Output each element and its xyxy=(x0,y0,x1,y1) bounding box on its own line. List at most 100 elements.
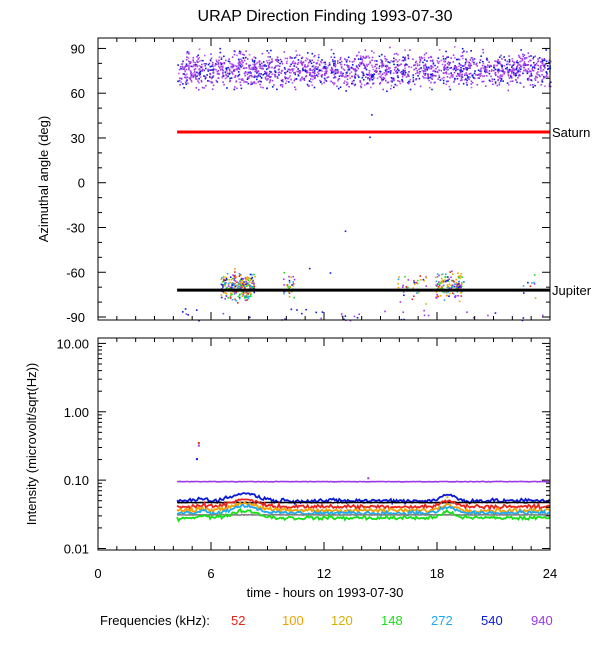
direction-point xyxy=(242,284,245,286)
direction-point xyxy=(209,73,211,76)
direction-point xyxy=(231,71,233,73)
direction-point xyxy=(543,58,546,60)
direction-point xyxy=(201,63,203,66)
direction-point xyxy=(522,64,525,66)
direction-point xyxy=(435,276,437,279)
x-tick-label: 18 xyxy=(430,566,444,581)
direction-point xyxy=(466,311,468,313)
direction-point xyxy=(218,65,220,68)
direction-point xyxy=(198,68,200,71)
direction-point xyxy=(541,58,543,61)
direction-point xyxy=(246,299,248,301)
direction-point xyxy=(239,51,242,53)
direction-point xyxy=(268,63,271,65)
direction-point xyxy=(320,74,323,77)
direction-point xyxy=(242,293,245,296)
direction-point xyxy=(285,62,288,64)
direction-point xyxy=(317,71,319,74)
direction-point xyxy=(402,311,405,314)
direction-point xyxy=(402,291,405,293)
direction-point xyxy=(448,64,450,66)
direction-point xyxy=(362,78,365,81)
direction-point xyxy=(496,75,499,78)
direction-point xyxy=(421,69,424,72)
direction-point xyxy=(230,65,233,68)
direction-point xyxy=(342,68,345,70)
direction-point xyxy=(383,77,386,80)
direction-point xyxy=(450,66,453,69)
direction-point xyxy=(372,82,375,85)
direction-point xyxy=(485,71,488,73)
direction-point xyxy=(351,75,354,78)
direction-point xyxy=(449,88,452,91)
direction-point xyxy=(295,66,298,69)
direction-point xyxy=(393,53,396,55)
direction-point xyxy=(497,79,499,82)
direction-point xyxy=(402,56,404,59)
direction-point xyxy=(457,287,460,289)
direction-point xyxy=(517,62,519,64)
direction-point xyxy=(207,63,210,66)
direction-point xyxy=(503,56,505,58)
direction-point xyxy=(452,68,455,71)
direction-point xyxy=(268,81,271,84)
direction-point xyxy=(274,59,277,61)
direction-point xyxy=(389,87,392,90)
direction-point xyxy=(279,84,282,87)
direction-point xyxy=(336,69,339,71)
direction-point xyxy=(535,75,537,78)
direction-point xyxy=(420,278,422,281)
direction-point xyxy=(514,75,517,77)
direction-point xyxy=(523,62,525,65)
direction-point xyxy=(368,70,371,72)
direction-point xyxy=(342,75,344,77)
direction-point xyxy=(193,68,196,71)
direction-point xyxy=(537,81,539,84)
direction-point xyxy=(242,292,245,294)
direction-point xyxy=(386,81,389,84)
direction-point xyxy=(371,76,374,78)
direction-point xyxy=(233,70,236,72)
direction-point xyxy=(459,286,462,289)
direction-point xyxy=(448,85,451,88)
direction-point xyxy=(187,82,189,84)
direction-point xyxy=(438,74,440,77)
direction-point xyxy=(480,55,482,58)
direction-point xyxy=(390,80,393,82)
direction-point xyxy=(245,71,247,74)
direction-point xyxy=(222,286,224,288)
direction-point xyxy=(528,77,530,79)
direction-point xyxy=(308,61,311,64)
direction-point xyxy=(407,57,410,60)
direction-point xyxy=(243,295,246,298)
direction-point xyxy=(398,64,400,67)
direction-point xyxy=(472,316,475,319)
direction-point xyxy=(533,283,536,285)
direction-point xyxy=(434,70,437,73)
direction-point xyxy=(239,280,241,282)
direction-point xyxy=(506,66,508,69)
direction-point xyxy=(440,273,443,276)
direction-point xyxy=(292,60,295,63)
direction-point xyxy=(323,66,325,69)
direction-point xyxy=(306,58,309,61)
direction-point xyxy=(464,61,467,64)
direction-point xyxy=(241,59,243,62)
direction-point xyxy=(336,85,338,88)
direction-point xyxy=(390,84,393,87)
direction-point xyxy=(179,66,182,68)
direction-point xyxy=(243,59,246,62)
direction-point xyxy=(217,77,220,79)
direction-point xyxy=(223,61,226,64)
direction-point xyxy=(224,292,227,294)
direction-point xyxy=(482,60,484,63)
direction-point xyxy=(253,61,256,64)
direction-point xyxy=(235,292,238,294)
direction-point xyxy=(313,55,315,58)
direction-point xyxy=(476,74,479,76)
direction-point xyxy=(255,69,258,72)
direction-point xyxy=(265,68,268,71)
direction-point xyxy=(518,67,521,69)
direction-point xyxy=(453,280,455,283)
direction-point xyxy=(218,59,220,62)
